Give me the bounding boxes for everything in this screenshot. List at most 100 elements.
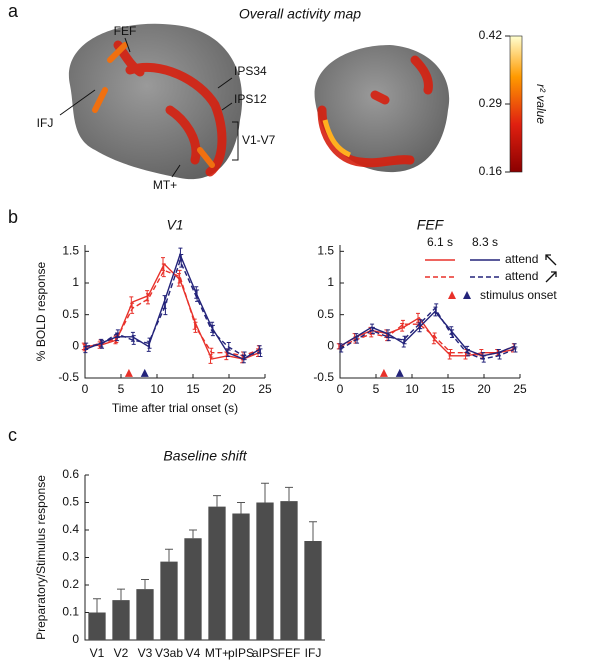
error-bar <box>165 548 173 562</box>
x-tick-label: V1 <box>90 646 105 660</box>
error-bar <box>434 303 439 314</box>
error-bar <box>481 355 486 363</box>
error-bar <box>209 347 214 358</box>
x-tick-label: 0 <box>337 382 344 396</box>
y-tick-label: -0.5 <box>58 370 79 384</box>
error-bar <box>258 348 263 357</box>
error-bar <box>242 351 247 361</box>
region-label: IPS12 <box>234 92 267 106</box>
y-tick-label: 0.2 <box>62 577 79 591</box>
x-tick-label: 25 <box>258 382 272 396</box>
bar <box>136 589 154 640</box>
x-tick-label: pIPS <box>228 646 254 660</box>
x-tick-label: 0 <box>82 382 89 396</box>
y-axis-label: % BOLD response <box>34 261 48 361</box>
y-tick-label: 0 <box>327 339 334 353</box>
legend-row: attend <box>505 269 538 283</box>
brain-left <box>68 23 243 180</box>
error-bar <box>400 319 405 329</box>
series-line <box>339 316 515 357</box>
error-bar <box>130 302 135 314</box>
x-tick-label: V3 <box>138 646 153 660</box>
x-tick-label: 5 <box>373 382 380 396</box>
error-bar <box>237 502 245 514</box>
error-bar <box>450 329 455 338</box>
panel-label: c <box>8 425 17 445</box>
error-bar <box>416 312 420 323</box>
x-tick-label: IFJ <box>305 646 322 660</box>
error-bar <box>261 482 269 503</box>
bar <box>208 506 226 640</box>
y-tick-label: 1 <box>72 275 79 289</box>
y-tick-label: 0 <box>72 339 79 353</box>
error-bar <box>179 254 184 268</box>
y-tick-label: 1.5 <box>62 244 79 258</box>
panel-label: b <box>8 207 18 227</box>
error-bar <box>177 269 182 284</box>
error-bar <box>400 323 405 332</box>
x-tick-label: 25 <box>513 382 527 396</box>
error-bar <box>208 354 213 364</box>
error-bar <box>497 352 502 360</box>
x-tick-label: MT+ <box>205 646 229 660</box>
error-bar <box>401 338 406 348</box>
error-bar <box>145 293 150 305</box>
legend-row: attend <box>505 252 538 266</box>
error-bar <box>147 337 152 349</box>
y-axis-label: Preparatory/Stimulus response <box>34 475 48 640</box>
colorbar-tick-label: 0.16 <box>479 164 503 178</box>
x-tick-label: 20 <box>222 382 236 396</box>
x-tick-label: 10 <box>150 382 164 396</box>
error-bar <box>386 332 391 342</box>
series-line <box>84 258 260 357</box>
x-tick-label: aIPS <box>252 646 278 660</box>
error-bar <box>195 289 200 302</box>
colorbar-tick-label: 0.29 <box>479 96 503 110</box>
series-line <box>339 307 515 360</box>
y-tick-label: 0 <box>72 632 79 646</box>
error-bar <box>339 346 344 353</box>
y-tick-label: -0.5 <box>313 370 334 384</box>
error-bar <box>432 332 437 342</box>
error-bar <box>93 598 101 613</box>
x-tick-label: FEF <box>278 646 301 660</box>
y-tick-label: 0.1 <box>62 605 79 619</box>
panel-label: a <box>8 1 19 21</box>
error-bar <box>512 343 517 350</box>
onset-marker <box>379 368 388 377</box>
error-bar <box>402 335 407 345</box>
error-bar <box>161 263 166 278</box>
error-bar <box>129 296 134 308</box>
brain-right <box>314 45 450 173</box>
x-tick-label: V2 <box>114 646 129 660</box>
region-label: FEF <box>114 24 137 38</box>
legend-column: 8.3 s <box>472 235 498 249</box>
chart-title: FEF <box>417 217 445 233</box>
region-label: IPS34 <box>234 64 267 78</box>
y-tick-label: 1.5 <box>317 244 334 258</box>
colorbar-label: r² value <box>534 84 548 124</box>
legend-arrows <box>545 254 557 283</box>
error-bar <box>163 301 168 316</box>
x-tick-label: 10 <box>405 382 419 396</box>
x-tick-label: 20 <box>477 382 491 396</box>
x-tick-label: 15 <box>441 382 455 396</box>
bar <box>280 501 298 640</box>
legend-onset <box>448 291 456 299</box>
error-bar <box>141 579 149 590</box>
chart-title: Overall activity map <box>239 6 361 22</box>
legend-onset-label: stimulus onset <box>480 288 557 302</box>
error-bar <box>355 336 360 344</box>
error-bar <box>176 273 181 287</box>
series-line <box>84 262 260 360</box>
bar <box>88 612 106 640</box>
error-bar <box>193 321 198 333</box>
error-bar <box>189 529 197 539</box>
x-tick-label: V4 <box>186 646 201 660</box>
error-bar <box>117 588 125 601</box>
legend-column: 6.1 s <box>427 235 453 249</box>
map-arrows <box>59 37 239 178</box>
bar <box>160 561 178 640</box>
bar <box>256 502 274 640</box>
